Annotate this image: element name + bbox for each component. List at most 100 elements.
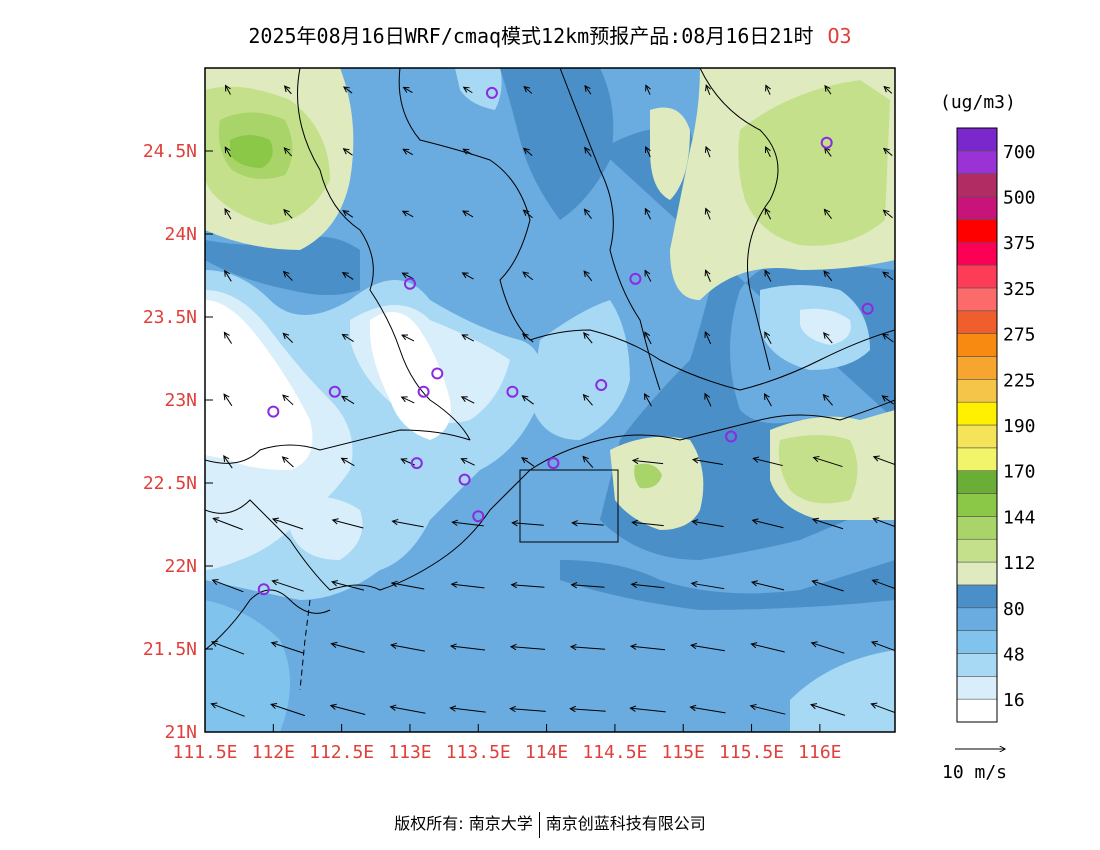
wind-arrow-shaft xyxy=(883,86,893,94)
colorbar-swatch xyxy=(956,516,998,540)
wind-arrow-shaft xyxy=(873,518,895,528)
colorbar-swatch xyxy=(956,333,998,357)
wind-arrow-head xyxy=(752,456,760,463)
wind-arrow-shaft xyxy=(644,393,652,407)
field-band-32-48 xyxy=(205,600,290,732)
wind-arrow xyxy=(765,84,771,95)
wind-arrow-head xyxy=(584,84,591,92)
field-band-64-80 xyxy=(205,236,360,295)
wind-arrow-head xyxy=(329,703,337,710)
wind-arrow-shaft xyxy=(824,209,832,219)
wind-arrow-shaft xyxy=(705,270,711,282)
wind-arrow-head xyxy=(282,270,290,278)
wind-arrow xyxy=(390,580,425,590)
wind-arrow-head xyxy=(212,517,220,524)
wind-arrow-head xyxy=(283,85,291,93)
copyright-right: 南京创蓝科技有限公司 xyxy=(545,814,706,833)
wind-arrow-shaft xyxy=(764,270,772,282)
wind-arrow-head xyxy=(281,456,289,463)
station-marker xyxy=(629,272,642,285)
field-band-144 xyxy=(230,135,273,168)
colorbar-swatch xyxy=(956,698,998,723)
wind-arrow xyxy=(329,703,366,715)
wind-arrow-head xyxy=(645,84,651,92)
wind-arrow-head xyxy=(691,519,699,526)
wind-arrow xyxy=(450,581,485,589)
colorbar-swatch xyxy=(956,219,998,243)
wind-arrow xyxy=(871,579,895,590)
wind-arrow xyxy=(822,393,833,406)
wind-arrow-head xyxy=(705,84,711,92)
wind-arrow xyxy=(389,704,426,714)
wind-arrow-head xyxy=(223,455,230,462)
colorbar-label: 80 xyxy=(1003,599,1025,620)
wind-arrow xyxy=(882,147,893,156)
wind-arrow-head xyxy=(341,333,349,340)
wind-arrow-shaft xyxy=(584,147,592,157)
wind-arrow-shaft xyxy=(644,331,652,345)
wind-arrow xyxy=(331,580,365,591)
wind-arrow xyxy=(631,457,664,465)
wind-arrow-shaft xyxy=(570,708,606,712)
y-tick-label: 22.5N xyxy=(143,473,197,494)
wind-arrow xyxy=(570,582,605,589)
wind-arrow-shaft xyxy=(750,705,786,715)
field-band-16-32 xyxy=(800,308,851,345)
field-band-16-32 xyxy=(290,496,363,560)
colorbar-label: 48 xyxy=(1003,644,1025,665)
wind-arrow-head xyxy=(449,705,457,712)
wind-arrow xyxy=(705,84,711,95)
colorbar-swatch xyxy=(956,150,998,174)
wind-arrow-shaft xyxy=(883,209,893,219)
colorbar: 16 48 80 112 144 170 190 225 275 325 375 500 700 xyxy=(956,127,1036,723)
wind-arrow-shaft xyxy=(871,641,895,652)
wind-arrow-shaft xyxy=(751,581,785,591)
wind-arrow xyxy=(341,271,354,280)
wind-arrow xyxy=(283,147,293,157)
wind-arrow-shaft xyxy=(330,705,366,715)
wind-arrow xyxy=(271,579,304,592)
wind-arrow xyxy=(461,272,474,280)
wind-arrow-head xyxy=(283,147,291,154)
station-marker xyxy=(595,379,608,392)
wind-arrow xyxy=(210,702,245,717)
field-band-64-80 xyxy=(560,560,895,610)
wind-arrow xyxy=(340,457,355,467)
wind-arrow xyxy=(810,703,846,716)
wind-arrow xyxy=(223,393,233,407)
wind-arrow-shaft xyxy=(810,704,846,716)
wind-arrow-shaft xyxy=(283,147,293,157)
wind-arrow-shaft xyxy=(764,331,772,345)
wind-arrow xyxy=(330,641,365,653)
wind-arrow-shaft xyxy=(584,209,592,219)
wind-arrow xyxy=(870,640,895,652)
wind-arrow xyxy=(210,640,245,655)
wind-arrow xyxy=(282,394,294,406)
field-band-80-112 xyxy=(650,107,690,200)
wind-arrow-shaft xyxy=(883,148,893,156)
colorbar-label: 16 xyxy=(1003,690,1025,711)
wind-arrow-head xyxy=(882,271,890,278)
wind-arrow-head xyxy=(870,702,878,709)
wind-arrow xyxy=(583,332,593,344)
wind-arrow-shaft xyxy=(343,148,353,156)
wind-arrow-shaft xyxy=(705,146,711,158)
station-marker xyxy=(417,385,430,398)
wind-arrow-head xyxy=(402,148,410,155)
colorbar-label: 275 xyxy=(1003,325,1036,346)
wind-arrow-head xyxy=(644,392,650,400)
wind-arrow-shaft xyxy=(463,86,473,94)
colorbar-swatch xyxy=(956,196,998,220)
wind-arrow-head xyxy=(811,517,819,524)
wind-arrow xyxy=(645,84,651,95)
wind-arrow-head xyxy=(400,458,408,464)
wind-arrow xyxy=(511,520,544,527)
wind-arrow-head xyxy=(341,271,349,279)
wind-arrow xyxy=(449,705,486,713)
wind-arrow-shaft xyxy=(812,518,844,530)
wind-arrow-shaft xyxy=(753,457,783,467)
wind-arrow-head xyxy=(882,209,890,216)
wind-arrow-shaft xyxy=(764,393,772,407)
wind-arrow-shaft xyxy=(812,580,844,592)
wind-arrow-shaft xyxy=(224,146,232,158)
